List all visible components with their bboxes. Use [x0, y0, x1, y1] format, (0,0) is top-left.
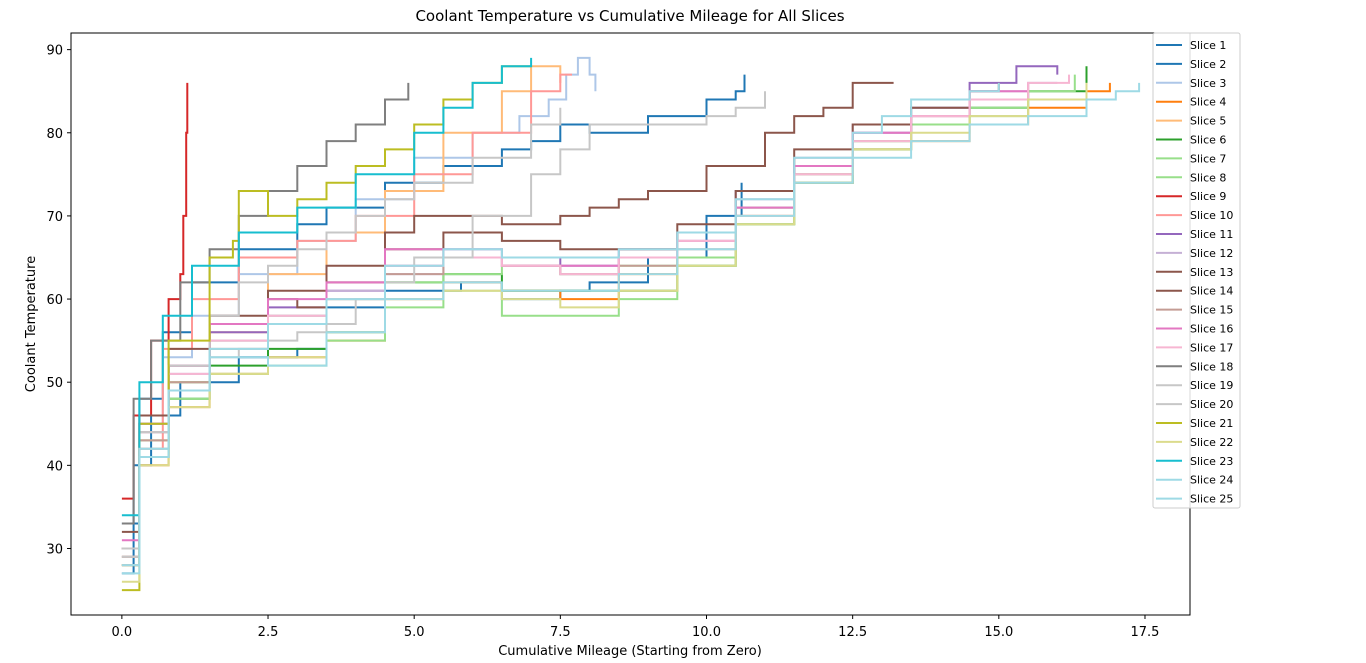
legend-label-12: Slice 12 [1190, 247, 1233, 260]
y-tick-label: 70 [46, 210, 63, 225]
series-line-10 [121, 73, 572, 567]
legend-label-14: Slice 14 [1190, 285, 1233, 298]
legend-label-3: Slice 3 [1190, 77, 1226, 90]
legend-label-6: Slice 6 [1190, 134, 1226, 147]
legend-label-11: Slice 11 [1190, 228, 1233, 241]
x-tick-label: 15.0 [984, 625, 1013, 640]
x-tick-label: 5.0 [404, 625, 425, 640]
y-tick-label: 50 [46, 376, 63, 391]
legend-label-2: Slice 2 [1190, 58, 1226, 71]
series-line-12 [121, 81, 1058, 558]
legend-label-4: Slice 4 [1190, 96, 1226, 109]
legend-box [1152, 32, 1241, 509]
x-tick-label: 10.0 [692, 625, 721, 640]
legend-label-21: Slice 21 [1190, 417, 1233, 430]
x-tick-label: 7.5 [550, 625, 571, 640]
legend-label-23: Slice 23 [1190, 455, 1233, 468]
series-line-5 [121, 65, 562, 558]
series-line-20 [121, 107, 562, 550]
x-tick-label: 17.5 [1131, 625, 1160, 640]
legend-label-1: Slice 1 [1190, 39, 1226, 52]
y-tick-label: 40 [46, 459, 63, 474]
x-axis-label: Cumulative Mileage (Starting from Zero) [498, 644, 762, 659]
x-tick-label: 2.5 [258, 625, 279, 640]
legend-label-25: Slice 25 [1190, 493, 1233, 506]
series-line-9 [121, 82, 189, 500]
series-line-25 [121, 82, 1000, 575]
series-line-1 [121, 182, 743, 575]
legend-label-17: Slice 17 [1190, 341, 1233, 354]
legend-label-7: Slice 7 [1190, 152, 1226, 165]
chart-title: Coolant Temperature vs Cumulative Mileag… [415, 7, 844, 25]
legend: Slice 1 Slice 2 Slice 3 Slice 4 Slice 5 Slice… [1152, 32, 1241, 509]
series-line-23 [121, 57, 533, 517]
legend-label-22: Slice 22 [1190, 436, 1233, 449]
legend-label-10: Slice 10 [1190, 209, 1233, 222]
legend-label-15: Slice 15 [1190, 304, 1233, 317]
series-line-15 [121, 82, 1030, 558]
legend-label-5: Slice 5 [1190, 115, 1226, 128]
series-line-21 [121, 65, 532, 592]
series-line-16 [121, 82, 1030, 542]
legend-items: Slice 1 Slice 2 Slice 3 Slice 4 Slice 5 Slice… [1156, 39, 1233, 506]
x-tick-label: 0.0 [112, 625, 133, 640]
y-tick-label: 30 [46, 542, 63, 557]
y-axis-ticks: 30 40 50 60 70 80 90 [46, 44, 71, 557]
x-tick-label: 12.5 [838, 625, 867, 640]
legend-label-24: Slice 24 [1190, 474, 1233, 487]
series-line-24 [121, 82, 1141, 567]
legend-label-9: Slice 9 [1190, 190, 1226, 203]
legend-label-13: Slice 13 [1190, 266, 1233, 279]
legend-label-20: Slice 20 [1190, 398, 1233, 411]
legend-label-8: Slice 8 [1190, 171, 1226, 184]
legend-label-19: Slice 19 [1190, 379, 1233, 392]
y-tick-label: 80 [46, 127, 63, 142]
series-line-8 [121, 74, 1076, 550]
plot-lines [121, 56, 1141, 592]
y-tick-label: 60 [46, 293, 63, 308]
y-axis-label: Coolant Temperature [24, 256, 39, 392]
series-line-17 [121, 74, 1070, 550]
x-axis-ticks: 0.0 2.5 5.0 7.5 10.0 12.5 15.0 17.5 [112, 615, 1160, 640]
legend-label-16: Slice 16 [1190, 323, 1233, 336]
y-tick-label: 90 [46, 44, 63, 59]
legend-label-18: Slice 18 [1190, 360, 1233, 373]
